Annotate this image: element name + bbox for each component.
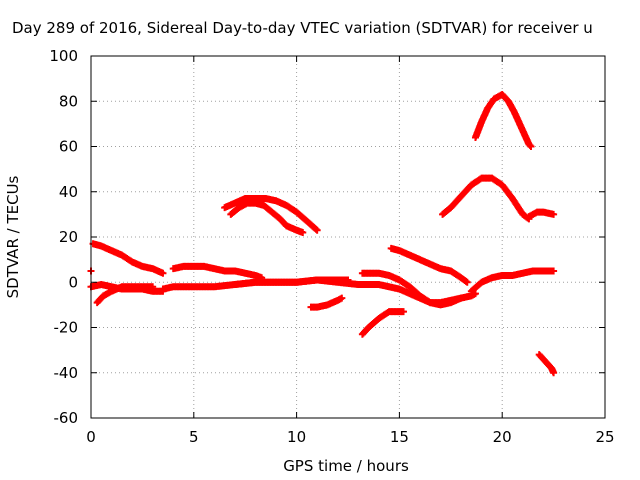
y-tick-label: 100 (49, 47, 78, 65)
data-point (313, 226, 321, 234)
axis-ticks: 0 5 10 15 20 25 -60 -40 -20 0 20 40 60 80 100 (49, 47, 614, 446)
x-tick-label: 15 (390, 428, 409, 446)
data-point (400, 308, 408, 316)
x-tick-label: 5 (189, 428, 199, 446)
y-axis-label: SDTVAR / TECUs (4, 175, 22, 298)
chart-title: Day 289 of 2016, Sidereal Day-to-day VTE… (12, 19, 593, 37)
data-point (312, 225, 320, 233)
x-tick-label: 10 (287, 428, 306, 446)
y-tick-label: 40 (59, 183, 78, 201)
data-point (457, 294, 465, 302)
x-tick-label: 0 (86, 428, 96, 446)
data-points (87, 90, 558, 377)
data-point (526, 141, 534, 149)
data-point (463, 278, 471, 286)
y-tick-label: -40 (54, 364, 79, 382)
y-tick-label: -60 (54, 409, 79, 427)
x-axis-label: GPS time / hours (283, 457, 409, 475)
data-point (149, 283, 157, 291)
y-tick-label: 60 (59, 138, 78, 156)
data-point (159, 269, 167, 277)
data-point (527, 143, 535, 150)
data-point (299, 228, 307, 236)
data-point (338, 294, 346, 302)
data-point (550, 369, 558, 377)
y-tick-label: -20 (54, 319, 79, 337)
y-tick-label: 80 (59, 92, 78, 110)
x-tick-label: 20 (493, 428, 512, 446)
y-tick-label: 0 (68, 273, 78, 291)
data-point (344, 276, 352, 284)
y-tick-label: 20 (59, 228, 78, 246)
data-point (550, 267, 558, 275)
data-point (550, 210, 558, 218)
x-tick-label: 25 (595, 428, 614, 446)
